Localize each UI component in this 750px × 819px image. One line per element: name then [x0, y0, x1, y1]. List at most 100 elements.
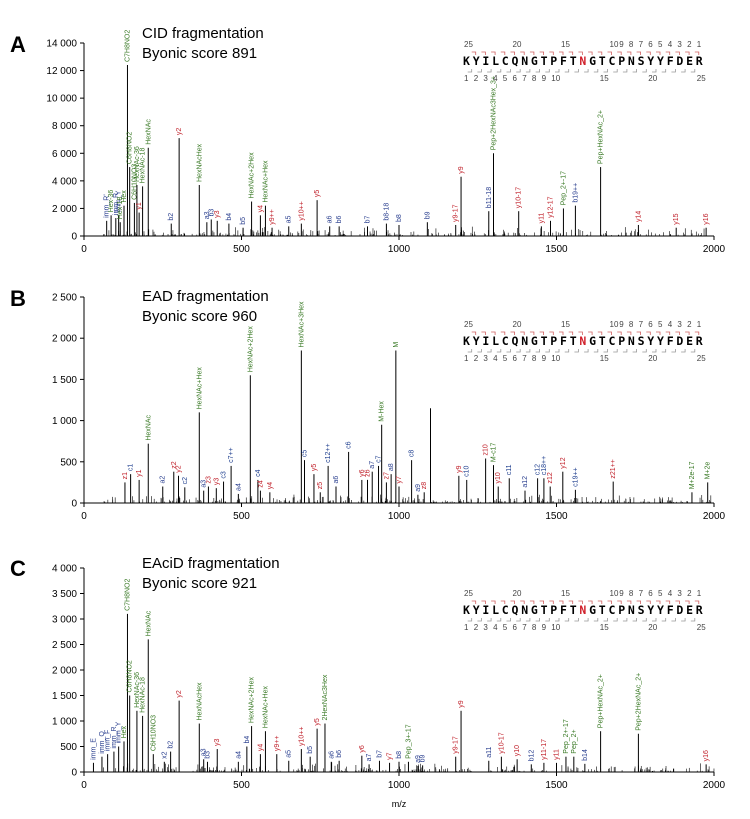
- peak-label: y2: [176, 690, 183, 698]
- sequence-residue: E: [686, 603, 693, 617]
- c-term-bracket: [500, 331, 506, 335]
- seq-bottom-number: 9: [542, 354, 547, 363]
- peak-label: y11: [554, 749, 561, 760]
- seq-bottom-number: 2: [474, 354, 479, 363]
- seq-top-number: 15: [561, 320, 570, 329]
- n-term-bracket: [671, 69, 676, 73]
- sequence-residue: Y: [657, 334, 664, 348]
- peak-label: y11: [538, 212, 545, 223]
- seq-bottom-number: 4: [493, 74, 498, 83]
- peak-label: M-Hex: [379, 401, 386, 422]
- sequence-residue: T: [570, 54, 577, 68]
- peak-label: Pep_3+-17: [405, 724, 412, 759]
- seq-top-number: 3: [677, 589, 682, 598]
- n-term-bracket: [632, 349, 637, 353]
- n-term-bracket: [496, 618, 502, 622]
- noise-peaks: [103, 226, 705, 236]
- peak-label: imm_F: [105, 730, 112, 751]
- sequence-residue: C: [502, 334, 509, 348]
- peak-label: HexNAc+2Hex: [249, 676, 256, 723]
- sequence-residue: N: [628, 603, 635, 617]
- seq-top-number: 1: [697, 40, 702, 49]
- n-term-bracket: [516, 618, 521, 622]
- peak-label: M+2e-17: [689, 461, 696, 489]
- c-term-bracket: [568, 51, 574, 55]
- seq-top-number: 3: [677, 40, 682, 49]
- peak-label: C7H8NO2: [124, 30, 131, 62]
- panel-letter: A: [10, 32, 26, 57]
- peak-label: Pep+HexNAc_2+: [598, 674, 605, 728]
- c-term-bracket: [626, 600, 632, 604]
- sequence-residue: C: [609, 603, 616, 617]
- peak-label: y10++: [298, 727, 305, 746]
- n-term-bracket: [487, 618, 492, 622]
- seq-top-number: 1: [697, 589, 702, 598]
- peak-label: b7: [365, 215, 372, 223]
- c-term-bracket: [578, 51, 583, 55]
- y-tick-label: 4 000: [52, 564, 77, 575]
- sequence-residue: Y: [647, 334, 654, 348]
- peak-label: z1: [122, 472, 129, 480]
- seq-top-number: 10: [610, 320, 619, 329]
- peak-label: y5: [314, 190, 321, 198]
- peak-label: y2: [176, 128, 183, 136]
- peak-label: a3: [201, 748, 208, 756]
- c-term-bracket: [694, 331, 700, 335]
- n-term-bracket: [525, 618, 531, 622]
- n-term-bracket: [555, 69, 560, 73]
- panel-a: A CID fragmentation Byonic score 891 0 2 000…: [10, 25, 726, 255]
- seq-top-number: 6: [648, 320, 653, 329]
- x-axis-title: m/z: [392, 799, 407, 809]
- peak-label: HexNAc+Hex: [262, 160, 269, 203]
- n-term-bracket: [516, 69, 521, 73]
- x-tick-label: 2000: [703, 244, 726, 255]
- sequence-residue: Q: [512, 54, 519, 68]
- peak-label: b5: [307, 746, 314, 754]
- peak-label: Pep_2+-17: [563, 719, 570, 754]
- c-term-bracket: [597, 331, 603, 335]
- sequence-residue: Y: [647, 603, 654, 617]
- c-term-bracket: [588, 600, 593, 604]
- seq-top-number: 8: [629, 320, 634, 329]
- peak-label: y2: [176, 465, 183, 473]
- n-term-bracket: [467, 69, 473, 73]
- seq-top-number: 3: [677, 320, 682, 329]
- peak-label: C6H8NO2: [127, 132, 134, 164]
- sequence-residue: T: [541, 54, 548, 68]
- sequence-residue: T: [599, 603, 606, 617]
- n-term-bracket: [574, 69, 579, 73]
- sequence-residue: E: [686, 54, 693, 68]
- peak-label: b2: [168, 741, 175, 749]
- seq-top-number: 6: [648, 589, 653, 598]
- sequence-residue: E: [686, 334, 693, 348]
- n-term-bracket: [584, 618, 589, 622]
- peak-label: y10-17: [498, 732, 505, 754]
- peak-label: b14: [582, 749, 589, 761]
- y-tick-label: 3 000: [52, 615, 77, 626]
- peak-label: y10-17: [516, 187, 523, 209]
- peak-label: a7: [366, 753, 373, 761]
- sequence-residue: F: [667, 334, 674, 348]
- sequence-residue: S: [638, 334, 645, 348]
- peak-label: HexNAc-18: [140, 147, 147, 183]
- peak-label: y7: [387, 752, 394, 760]
- peak-label: C7H8NO2: [124, 579, 131, 611]
- peak-label: y15: [673, 213, 680, 224]
- peak-label: a5: [286, 215, 293, 223]
- sequence-residue: R: [696, 54, 703, 68]
- peak-label: c7++: [228, 447, 235, 463]
- seq-bottom-number: 20: [648, 74, 657, 83]
- seq-bottom-number: 1: [464, 623, 469, 632]
- n-term-bracket: [477, 349, 482, 353]
- seq-bottom-number: 25: [697, 74, 706, 83]
- peak-label: y4: [267, 482, 274, 490]
- n-term-bracket: [642, 69, 647, 73]
- seq-bottom-number: 5: [503, 74, 508, 83]
- peak-label: y4: [257, 205, 264, 213]
- seq-top-number: 1: [697, 320, 702, 329]
- c-term-bracket: [656, 331, 661, 335]
- n-term-bracket: [593, 69, 599, 73]
- n-term-bracket: [496, 69, 502, 73]
- seq-bottom-number: 20: [648, 354, 657, 363]
